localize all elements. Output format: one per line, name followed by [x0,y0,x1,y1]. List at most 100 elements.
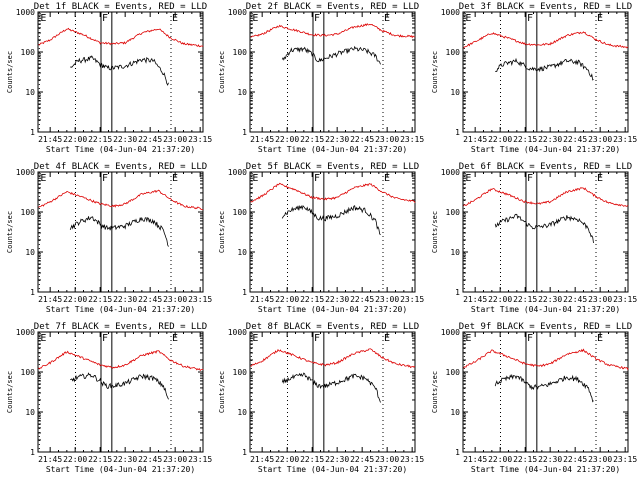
panel-det-2: Det 2f BLACK = Events, RED = LLD 1 10 100 10… [218,2,424,154]
y-tick-label: 1000 [228,8,247,17]
x-tick-label: 21:45 [463,295,487,304]
x-tick-label: 22:45 [350,295,374,304]
marker-label: E [465,173,471,184]
x-tick-label: 22:45 [563,295,587,304]
panel-title: Det 2f BLACK = Events, RED = LLD [246,2,419,12]
x-tick-label: 22:45 [563,455,587,464]
x-axis-label: Start Time (04-Jun-04 21:37:20) [258,145,407,154]
events-series-line [495,57,594,81]
lld-series-line [250,348,416,369]
marker-label: E [384,333,390,344]
x-tick-label: 22:45 [138,455,162,464]
x-tick-label: 22:45 [563,135,587,144]
y-axis-label: Counts/sec [218,211,226,253]
y-tick-label: 1 [455,128,460,137]
y-tick-label: 10 [237,248,247,257]
y-tick-label: 10 [237,88,247,97]
marker-label: F [527,333,533,344]
y-tick-label: 10 [25,88,35,97]
x-tick-label: 21:45 [463,135,487,144]
x-tick-label: 21:45 [250,295,274,304]
marker-label: E [252,13,258,24]
x-tick-label: 23:15 [188,455,212,464]
plot-frame [37,171,204,293]
x-tick-label: 23:00 [375,455,399,464]
x-axis-label: Start Time (04-Jun-04 21:37:20) [46,145,195,154]
lld-series-line [250,22,416,39]
x-tick-label: 23:15 [613,295,637,304]
y-axis-label: Counts/sec [431,371,439,413]
x-tick-label: 23:00 [588,295,612,304]
marker-label: E [597,173,603,184]
x-tick-label: 22:00 [63,135,87,144]
panel-det-5: Det 5f BLACK = Events, RED = LLD 1 10 100 10… [218,162,424,314]
panel-title: Det 3f BLACK = Events, RED = LLD [459,2,632,12]
marker-label: E [384,13,390,24]
panel-title: Det 4f BLACK = Events, RED = LLD [34,162,207,172]
x-tick-label: 22:30 [538,135,562,144]
y-tick-label: 1 [455,288,460,297]
marker-label: E [172,333,178,344]
events-series-line [494,213,594,244]
x-tick-label: 23:15 [400,455,424,464]
marker-label: E [252,173,258,184]
x-axis-label: Start Time (04-Jun-04 21:37:20) [258,305,407,314]
marker-label: F [314,13,320,24]
marker-label: F [314,173,320,184]
y-tick-label: 10 [237,408,247,417]
marker-label: F [527,13,533,24]
y-tick-label: 10 [25,248,35,257]
panel-det-9: Det 9f BLACK = Events, RED = LLD 1 10 100 10… [431,322,637,474]
x-tick-label: 22:15 [88,135,112,144]
x-tick-label: 22:30 [113,135,137,144]
x-tick-label: 22:45 [350,135,374,144]
y-tick-label: 1000 [441,328,460,337]
x-tick-label: 22:00 [488,295,512,304]
plot-frame [249,11,416,133]
x-tick-label: 23:15 [188,135,212,144]
x-tick-label: 21:45 [38,295,62,304]
events-series-line [69,216,169,247]
marker-label: E [465,13,471,24]
x-tick-label: 22:30 [325,135,349,144]
marker-label: F [102,333,108,344]
x-tick-label: 22:00 [275,455,299,464]
x-tick-label: 22:15 [88,455,112,464]
x-tick-label: 23:15 [613,455,637,464]
x-tick-label: 22:00 [63,455,87,464]
marker-label: E [384,173,390,184]
y-tick-label: 1000 [16,168,35,177]
plot-frame [249,171,416,293]
x-axis-label: Start Time (04-Jun-04 21:37:20) [46,465,195,474]
x-tick-label: 22:15 [513,135,537,144]
x-tick-label: 22:00 [488,135,512,144]
y-tick-label: 10 [25,408,35,417]
x-tick-label: 23:00 [163,135,187,144]
events-series-line [281,372,381,403]
x-tick-label: 22:00 [275,135,299,144]
y-tick-label: 1 [30,128,35,137]
y-tick-label: 100 [233,368,248,377]
x-tick-label: 22:30 [538,295,562,304]
plot-frame [37,11,204,133]
y-tick-label: 10 [450,408,460,417]
events-series-line [494,373,594,403]
y-tick-label: 100 [21,208,36,217]
x-tick-label: 23:00 [375,135,399,144]
plot-frame [462,171,629,293]
marker-label: E [597,13,603,24]
x-tick-label: 23:15 [613,135,637,144]
x-tick-label: 22:30 [325,295,349,304]
x-tick-label: 22:00 [63,295,87,304]
x-tick-label: 23:15 [400,135,424,144]
x-tick-label: 22:15 [88,295,112,304]
panel-title: Det 7f BLACK = Events, RED = LLD [34,322,207,332]
y-tick-label: 1000 [441,168,460,177]
marker-label: E [40,173,46,184]
x-tick-label: 22:15 [513,295,537,304]
y-axis-label: Counts/sec [6,371,14,413]
x-tick-label: 23:00 [163,455,187,464]
x-axis-label: Start Time (04-Jun-04 21:37:20) [258,465,407,474]
x-tick-label: 23:00 [588,455,612,464]
